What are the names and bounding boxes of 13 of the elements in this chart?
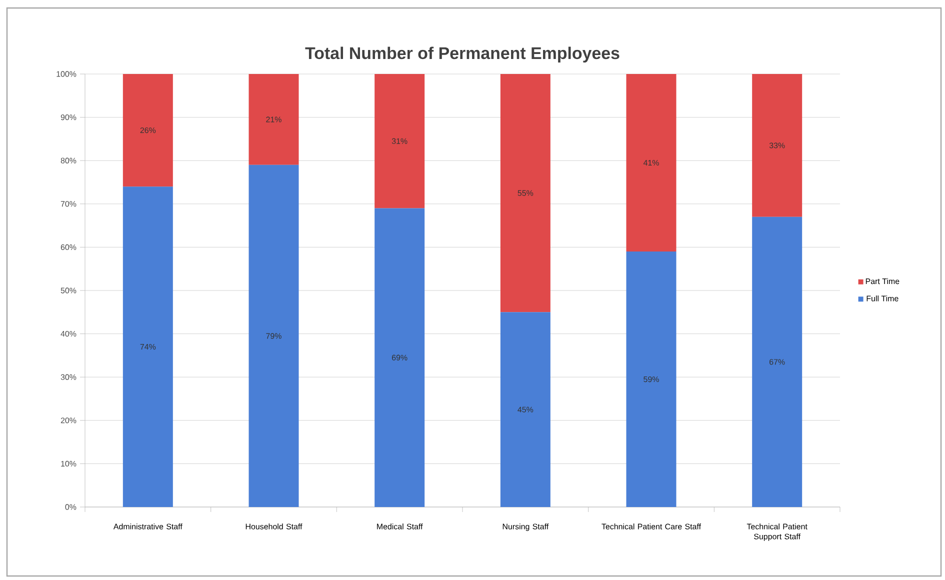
bar [626, 74, 676, 252]
bar [500, 312, 550, 507]
bar [248, 74, 299, 165]
bar [122, 74, 173, 187]
bar [248, 164, 299, 507]
bar [122, 186, 173, 507]
bar [374, 208, 425, 507]
bar [500, 74, 550, 312]
bar [752, 216, 802, 507]
bar [374, 74, 425, 208]
bar [626, 252, 676, 507]
chart-title: Total Number of Permanent Employees [305, 46, 620, 62]
bar [752, 74, 802, 217]
